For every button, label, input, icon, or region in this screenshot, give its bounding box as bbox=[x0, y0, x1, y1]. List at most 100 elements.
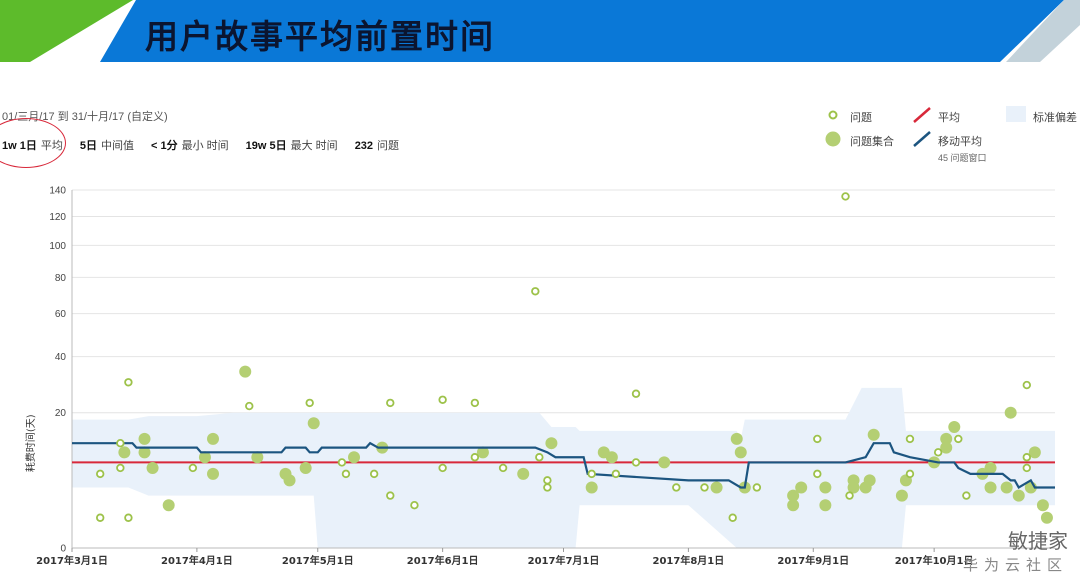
issue-point bbox=[124, 378, 133, 387]
x-tick-label: 2017年6月1日 bbox=[407, 554, 479, 567]
issue-point bbox=[386, 398, 395, 408]
issue-point bbox=[96, 513, 105, 522]
legend-line-icons bbox=[913, 107, 931, 147]
stat-min-time: < 1分 最小 时间 bbox=[150, 140, 229, 152]
issue-legend-icon bbox=[828, 110, 838, 120]
issue-cluster-point bbox=[283, 474, 296, 487]
issue-point bbox=[752, 483, 762, 492]
issue-cluster-point bbox=[940, 441, 953, 454]
std-dev-legend-icon bbox=[1006, 106, 1026, 122]
issue-cluster-point bbox=[734, 446, 747, 459]
issue-cluster-point bbox=[207, 432, 220, 445]
issue-point bbox=[305, 398, 314, 408]
issue-point bbox=[813, 469, 822, 479]
issue-point bbox=[337, 458, 347, 467]
issue-point bbox=[905, 434, 915, 444]
issue-cluster-point bbox=[146, 461, 159, 474]
x-tick-label: 2017年4月1日 bbox=[161, 554, 233, 567]
issue-cluster-point bbox=[251, 451, 264, 464]
issue-cluster-point bbox=[138, 432, 151, 445]
issue-cluster-point bbox=[348, 451, 361, 464]
issue-cluster-point bbox=[1036, 499, 1049, 512]
x-tick-label: 2017年5月1日 bbox=[282, 554, 354, 567]
y-tick-label: 40 bbox=[55, 352, 67, 363]
issue-cluster-point bbox=[162, 499, 175, 512]
issue-cluster-point bbox=[585, 481, 598, 494]
issue-point bbox=[672, 483, 681, 492]
slide-title: 用户故事平均前置时间 bbox=[145, 17, 495, 56]
issue-point bbox=[245, 401, 254, 411]
issue-cluster-point bbox=[948, 420, 961, 433]
issue-point bbox=[631, 389, 641, 398]
issue-point bbox=[535, 453, 544, 462]
issue-cluster-point bbox=[863, 474, 876, 487]
issue-point bbox=[962, 491, 971, 500]
issue-point bbox=[845, 491, 854, 500]
x-tick-label: 2017年7月1日 bbox=[528, 554, 600, 567]
y-tick-label: 120 bbox=[49, 212, 66, 223]
issue-cluster-point bbox=[1012, 489, 1025, 502]
issue-cluster-point bbox=[819, 481, 832, 494]
issue-cluster-point bbox=[710, 481, 723, 494]
issue-cluster-point bbox=[787, 499, 800, 512]
issue-point bbox=[341, 469, 351, 479]
issue-point bbox=[498, 463, 508, 473]
issue-cluster-point bbox=[819, 499, 832, 512]
issue-cluster-point bbox=[847, 474, 860, 487]
issue-cluster-point bbox=[299, 461, 312, 474]
issue-point bbox=[543, 483, 552, 492]
issue-point bbox=[369, 469, 379, 479]
issue-cluster-point bbox=[984, 481, 997, 494]
legend-rolling-average[interactable]: 移动平均 45 问题窗口 bbox=[938, 136, 987, 163]
issue-point bbox=[116, 438, 125, 448]
issue-cluster-point bbox=[1004, 406, 1017, 419]
cluster-legend-icon bbox=[825, 131, 841, 147]
x-tick-label: 2017年3月1日 bbox=[36, 554, 108, 567]
banner-blue-band bbox=[100, 0, 1064, 62]
issue-point bbox=[700, 483, 709, 492]
average-legend-icon bbox=[913, 107, 931, 123]
issue-cluster-point bbox=[118, 446, 131, 459]
issue-cluster-point bbox=[658, 456, 671, 469]
issue-point bbox=[438, 395, 447, 404]
issue-point bbox=[438, 463, 447, 473]
y-tick-label: 60 bbox=[55, 309, 67, 320]
y-axis-label: 耗费时间(天) bbox=[24, 414, 37, 472]
watermark: 敏捷家 华为云社区 bbox=[962, 529, 1068, 574]
std-dev-band bbox=[72, 387, 1055, 548]
issue-cluster-point bbox=[795, 481, 808, 494]
issue-cluster-point bbox=[1028, 446, 1041, 459]
issue-cluster-point bbox=[605, 451, 618, 464]
issue-cluster-point bbox=[517, 467, 530, 480]
issue-cluster-point bbox=[307, 417, 320, 430]
issue-cluster-point bbox=[138, 446, 151, 459]
y-tick-label: 140 bbox=[49, 186, 66, 197]
issue-point bbox=[386, 491, 395, 500]
stat-max-time: 19w 5日 最大 时间 bbox=[245, 140, 338, 152]
legend-issue-cluster[interactable]: 问题集合 bbox=[850, 136, 894, 148]
rolling-average-line bbox=[72, 441, 1055, 490]
issue-point bbox=[1022, 463, 1031, 473]
control-chart[interactable]: 0 20 40 60 80 100 120 140 2017年3月1日 2017年4月1日 2017… bbox=[0, 180, 1080, 580]
issue-point bbox=[587, 469, 596, 479]
x-tick-label: 2017年8月1日 bbox=[653, 554, 725, 567]
issue-cluster-point bbox=[476, 446, 489, 459]
issue-point bbox=[124, 513, 133, 522]
issue-cluster-point bbox=[198, 451, 211, 464]
issue-point bbox=[813, 434, 822, 444]
title-banner bbox=[0, 0, 1080, 62]
issue-point bbox=[631, 458, 641, 467]
summary-stats: 1w 1日 平均 5日 中间值 < 1分 最小 时间 19w 5日 最大 时间 232 问… bbox=[2, 137, 416, 153]
legend-average[interactable]: 平均 bbox=[938, 112, 960, 124]
issue-point bbox=[410, 501, 419, 510]
y-tick-label: 100 bbox=[49, 241, 66, 252]
issue-point bbox=[954, 434, 963, 444]
legend-std-dev[interactable]: 标准偏差 bbox=[1033, 112, 1077, 124]
rolling-legend-icon bbox=[913, 131, 931, 147]
issue-cluster-point bbox=[207, 467, 220, 480]
legend-issue[interactable]: 问题 bbox=[850, 112, 872, 124]
issue-point bbox=[933, 448, 943, 457]
x-tick-label: 2017年9月1日 bbox=[777, 554, 849, 567]
y-tick-label: 80 bbox=[55, 273, 67, 284]
stat-issue-count: 232 问题 bbox=[354, 140, 400, 152]
